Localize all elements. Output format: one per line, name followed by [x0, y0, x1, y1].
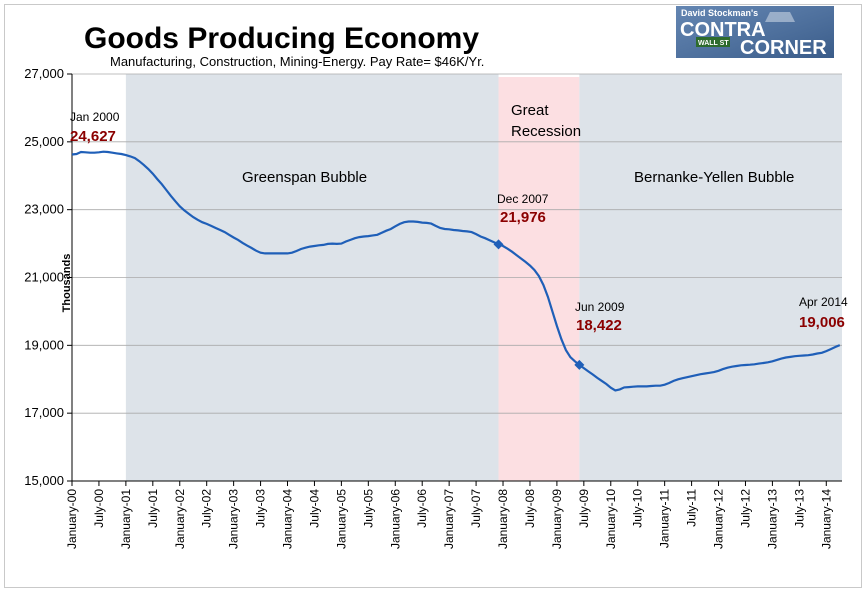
x-tick-label: July-12 — [738, 489, 752, 528]
data-point-marker — [493, 239, 504, 250]
y-axis-ticks: 15,000 17,000 19,000 21,000 23,000 25,000 27,0… — [24, 66, 72, 488]
x-tick-label: January-10 — [604, 489, 618, 549]
logo-left-word: CONTRA — [680, 19, 766, 41]
x-tick-label: January-11 — [658, 489, 672, 548]
x-tick-label: January-13 — [765, 489, 779, 549]
logo-gradient — [676, 6, 834, 58]
x-tick-label: January-04 — [281, 489, 295, 549]
x-tick-label: January-00 — [65, 489, 79, 549]
x-tick-label: July-05 — [361, 489, 375, 528]
x-tick-label: January-08 — [496, 489, 510, 549]
y-tick-label: 21,000 — [24, 270, 64, 285]
annotation-dec2007-value: 21,976 — [500, 209, 546, 226]
y-tick-label: 19,000 — [24, 337, 64, 352]
x-tick-label: July-03 — [254, 489, 268, 528]
wall-street-sign-icon — [696, 37, 730, 47]
x-tick-label: January-01 — [119, 489, 133, 549]
greenspan-bubble-label: Greenspan Bubble — [242, 169, 367, 186]
x-tick-label: July-09 — [577, 489, 591, 528]
contra-corner-logo: WALL ST David Stockman's CONTRA CORNER — [676, 6, 834, 59]
x-tick-label: July-13 — [792, 489, 806, 528]
x-tick-label: January-02 — [173, 489, 187, 549]
series-markers — [493, 239, 585, 370]
chart-title: Goods Producing Economy — [84, 22, 479, 55]
x-tick-label: July-11 — [685, 489, 699, 527]
x-axis-ticks: January-00 July-00 January-01 July-01 Januar… — [65, 481, 833, 549]
x-tick-label: July-10 — [631, 489, 645, 528]
annotation-jun2009-date: Jun 2009 — [575, 300, 625, 314]
annotation-jun2009-value: 18,422 — [576, 317, 622, 334]
x-tick-label: July-06 — [415, 489, 429, 528]
great-recession-shade — [498, 77, 580, 481]
logo-sign-text: WALL ST — [698, 40, 729, 47]
x-tick-label: July-08 — [523, 489, 537, 528]
y-tick-label: 25,000 — [24, 134, 64, 149]
x-tick-label: January-03 — [227, 489, 241, 549]
logo-top-text: David Stockman's — [681, 8, 758, 18]
y-tick-label: 17,000 — [24, 405, 64, 420]
y-tick-label: 15,000 — [24, 473, 64, 488]
great-recession-label-line2: Recession — [511, 123, 581, 140]
x-tick-label: January-12 — [712, 489, 726, 549]
y-tick-label: 23,000 — [24, 202, 64, 217]
chart-frame — [4, 4, 862, 588]
annotation-dec2007-date: Dec 2007 — [497, 192, 549, 206]
x-tick-label: July-02 — [200, 489, 214, 528]
data-point-marker — [574, 359, 585, 370]
gridlines — [72, 73, 842, 414]
x-tick-label: July-04 — [307, 489, 321, 528]
x-tick-label: July-01 — [146, 489, 160, 528]
annotation-jan2000-date: Jan 2000 — [70, 110, 120, 124]
great-recession-label-line1: Great — [511, 102, 549, 119]
x-tick-label: January-09 — [550, 489, 564, 549]
x-tick-label: January-05 — [334, 489, 348, 549]
logo-right-word: CORNER — [740, 37, 827, 59]
capitol-dome-icon — [765, 12, 795, 22]
y-tick-label: 27,000 — [24, 66, 64, 81]
series-line-goods-producing — [71, 150, 841, 392]
x-tick-label: January-06 — [388, 489, 402, 549]
x-tick-label: July-00 — [92, 489, 106, 528]
bernanke-yellen-bubble-label: Bernanke-Yellen Bubble — [634, 169, 794, 186]
y-axis-label: Thousands — [61, 254, 73, 313]
annotation-jan2000-value: 24,627 — [70, 128, 116, 145]
annotation-apr2014-value: 19,006 — [799, 314, 845, 331]
annotation-apr2014-date: Apr 2014 — [799, 295, 848, 309]
x-tick-label: January-07 — [442, 489, 456, 549]
chart-subtitle: Manufacturing, Construction, Mining-Ener… — [110, 54, 484, 69]
x-tick-label: January-14 — [819, 489, 833, 549]
x-tick-label: July-07 — [469, 489, 483, 528]
